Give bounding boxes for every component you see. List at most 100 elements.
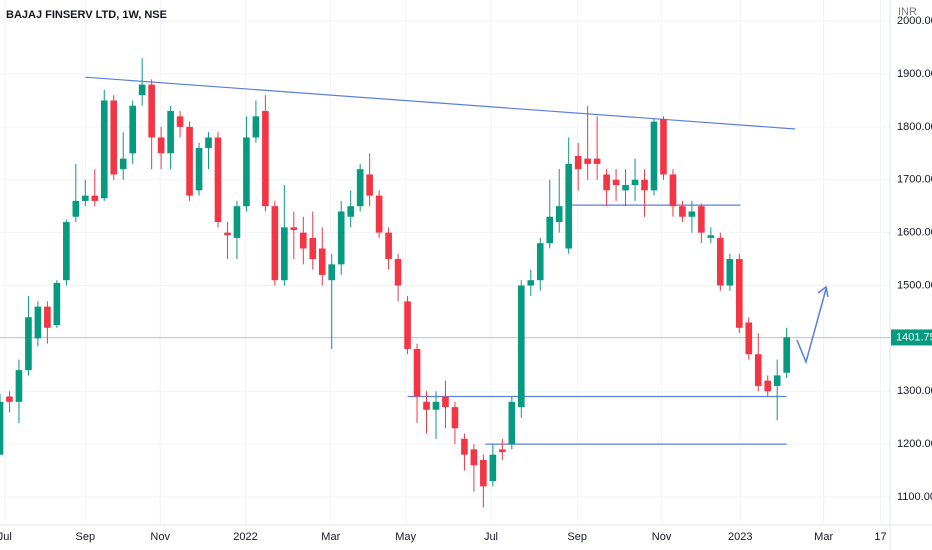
candle-body (622, 185, 629, 191)
candle-body (688, 211, 696, 217)
candle-body (717, 237, 724, 286)
candle-body (735, 259, 743, 328)
x-tick-label: Sep (567, 531, 587, 543)
y-tick-label: 1600.00 (897, 227, 932, 239)
candle-body (356, 169, 364, 207)
y-tick-label: 1900.00 (897, 68, 932, 80)
candle-body (726, 259, 734, 286)
candle-body (669, 174, 677, 207)
candle-body (394, 259, 402, 286)
candle-body (224, 232, 231, 236)
x-tick-label: 2022 (233, 531, 257, 543)
candle-body (318, 248, 326, 275)
candle-body (631, 179, 639, 186)
drawings (0, 76, 890, 445)
candle-body (6, 396, 13, 402)
candle-body (603, 174, 610, 191)
candle-body (650, 121, 658, 191)
candle-body (281, 227, 288, 281)
candle-body (698, 206, 705, 233)
candle-body (34, 306, 42, 339)
x-tick-label: May (395, 531, 416, 543)
candle-body (432, 401, 440, 410)
candle-body (641, 179, 648, 191)
y-axis-label: INR (898, 6, 917, 18)
y-tick-label: 1500.00 (897, 279, 932, 291)
candle-body (612, 179, 620, 186)
candle-body (375, 195, 383, 233)
candle-body (546, 216, 554, 244)
candle-body (81, 195, 89, 201)
candle-body (783, 337, 791, 373)
candle-body (176, 116, 184, 127)
candle-body (593, 158, 601, 164)
candle-body (290, 227, 298, 230)
candle-body (309, 237, 317, 260)
candle-body (413, 348, 421, 397)
y-tick-label: 1700.00 (897, 174, 932, 186)
candle-body (366, 174, 373, 196)
candle-body (423, 401, 430, 410)
candle-body (233, 206, 241, 238)
x-tick-label: Sep (76, 531, 96, 543)
candle-body (214, 137, 222, 223)
candle-body (451, 407, 459, 429)
y-tick-label: 1300.00 (897, 385, 932, 397)
candle-body (53, 282, 61, 326)
candle-body (660, 118, 667, 175)
candle-body (186, 126, 193, 196)
candle-body (404, 301, 411, 349)
candle-body (764, 380, 772, 392)
candle-body (25, 317, 32, 371)
y-tick-label: 1800.00 (897, 121, 932, 133)
candle-body (385, 232, 392, 260)
candle-body (148, 84, 155, 138)
candle-body (555, 206, 563, 223)
candle-body (138, 84, 146, 96)
grid (0, 0, 890, 525)
x-tick-label: Mar (321, 531, 340, 543)
candle-body (167, 111, 174, 154)
candle-body (328, 264, 336, 281)
candle-body (299, 232, 307, 249)
x-tick-label: 2023 (728, 531, 752, 543)
candle-body (745, 322, 753, 355)
candle-body (707, 235, 715, 238)
x-tick-label: Nov (150, 531, 170, 543)
candle-body (461, 438, 468, 455)
candle-body (110, 100, 118, 175)
candle-body (243, 137, 250, 207)
candle-body (679, 206, 686, 217)
x-tick-label: Mar (814, 531, 833, 543)
last-price-tag (891, 329, 932, 346)
chart-title: BAJAJ FINSERV LTD, 1W, NSE (6, 9, 167, 21)
candle-body (470, 449, 478, 466)
candle-body (44, 306, 51, 328)
candle-body (574, 155, 582, 170)
y-tick-label: 2000.00 (897, 15, 932, 27)
x-tick-label: 17 (874, 531, 886, 543)
last-price-label: 1401.75 (896, 331, 932, 343)
forecast-arrow (796, 285, 829, 365)
x-tick-label: Nov (652, 531, 672, 543)
candle-body (499, 449, 506, 453)
candle-body (347, 206, 355, 217)
candle-body (442, 396, 449, 408)
x-tick-label: Jul (0, 531, 12, 543)
candle-body (337, 211, 345, 265)
candle-body (517, 285, 525, 408)
candle-body (773, 375, 781, 386)
candle-body (480, 459, 487, 487)
candle-body (205, 137, 212, 149)
candle-body (63, 222, 70, 281)
candle-body (119, 158, 127, 170)
candle-body (489, 454, 497, 482)
candle-body (252, 116, 260, 138)
candle-body (100, 100, 108, 199)
x-tick-label: Jul (484, 531, 498, 543)
candle-body (536, 243, 544, 281)
candle-body (754, 354, 762, 386)
